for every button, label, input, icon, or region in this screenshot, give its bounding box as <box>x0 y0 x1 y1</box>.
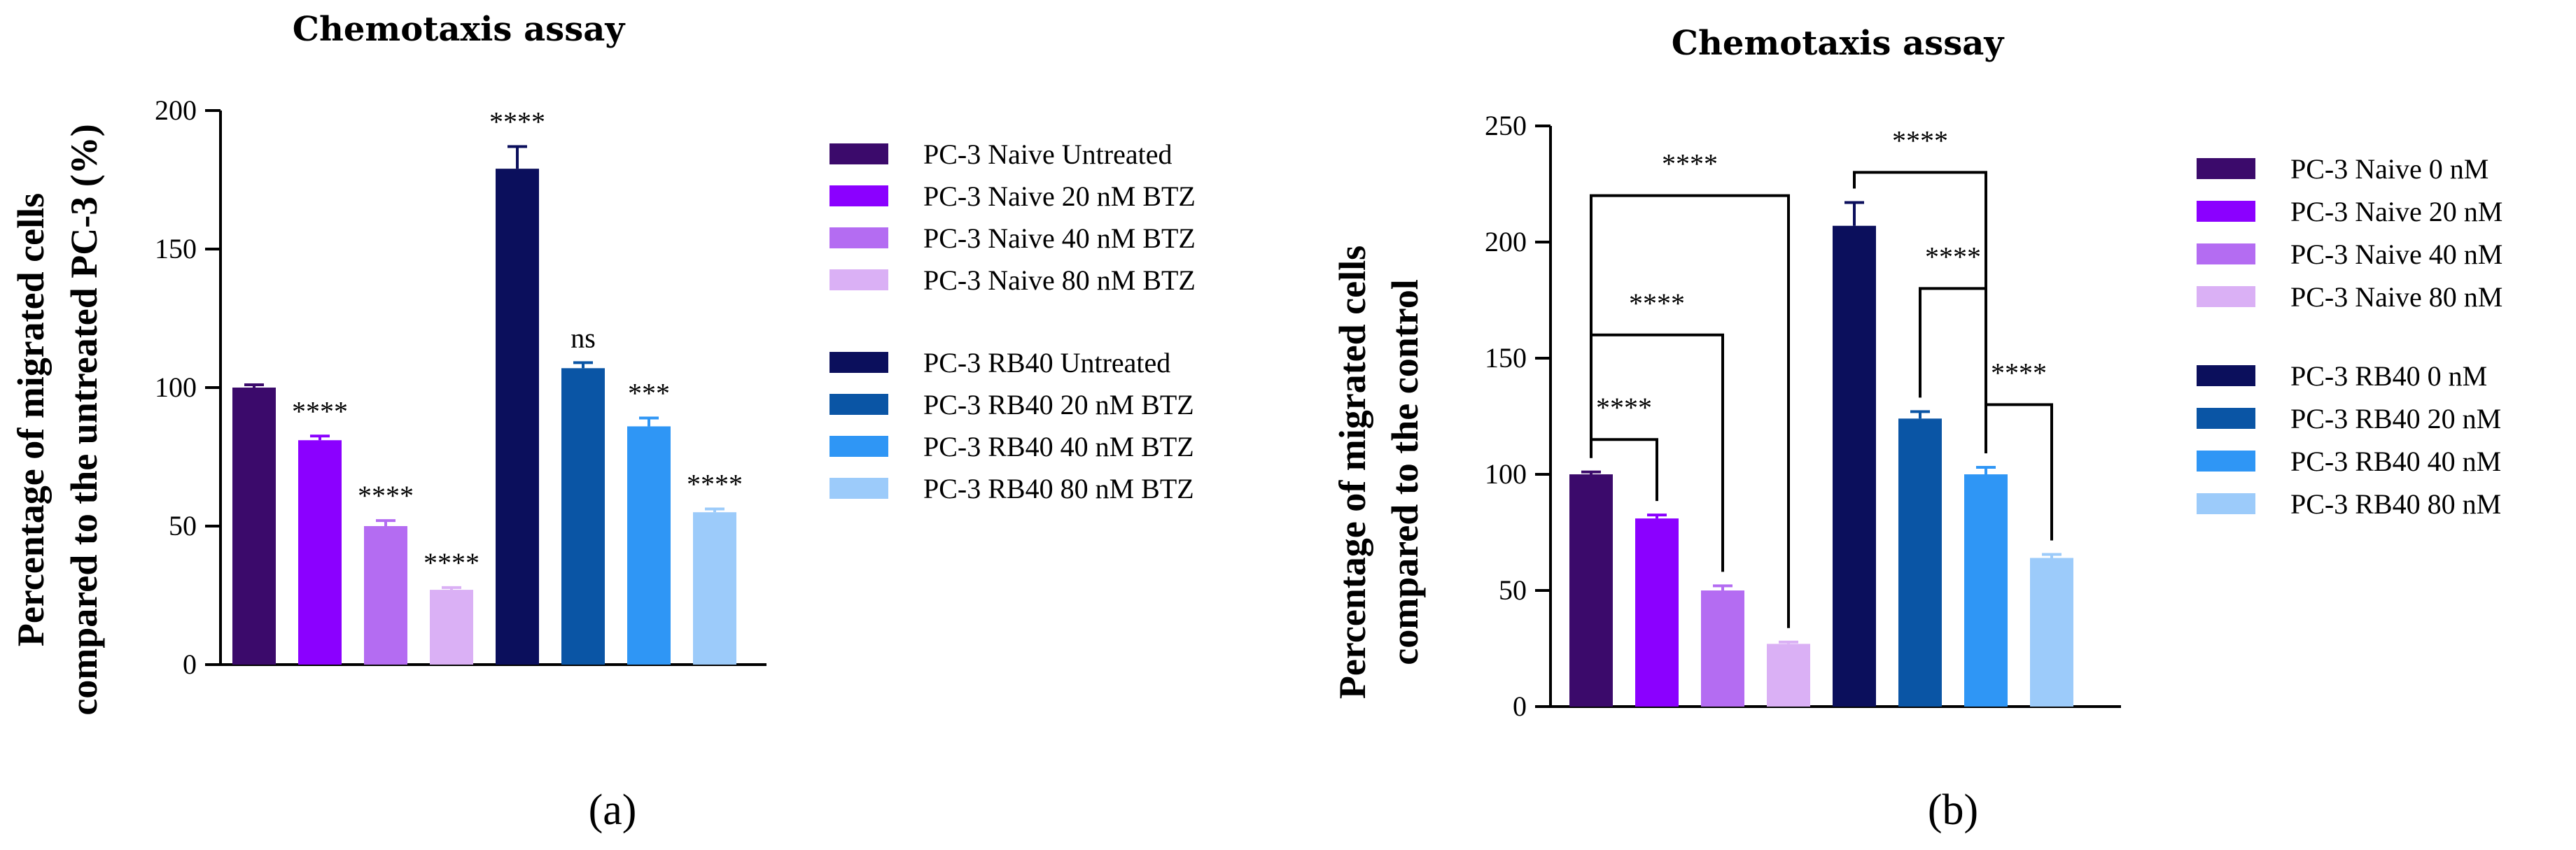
panel-a-significance-label: *** <box>628 378 670 409</box>
panel-a-legend-label: PC-3 RB40 80 nM BTZ <box>923 473 1194 504</box>
panel-a-legend-label: PC-3 Naive 20 nM BTZ <box>923 180 1196 212</box>
panel-a-title: Chemotaxis assay <box>293 10 626 49</box>
panel-a-bar <box>430 590 473 665</box>
panel-b-legend-swatch <box>2197 286 2255 307</box>
panel-b-bar <box>1569 474 1613 707</box>
panel-b-legend-label: PC-3 Naive 40 nM <box>2290 239 2502 270</box>
panel-b-legend-label: PC-3 Naive 0 nM <box>2290 153 2488 185</box>
panel-b-bar <box>1635 518 1679 707</box>
panel-b-ytick-label: 150 <box>1485 342 1527 374</box>
panel-b-legend-swatch <box>2197 451 2255 472</box>
panel-b-legend-label: PC-3 RB40 80 nM <box>2290 488 2501 520</box>
panel-b-bar <box>1701 590 1744 707</box>
panel-a-legend-label: PC-3 RB40 Untreated <box>923 347 1170 378</box>
panel-a-bar <box>561 368 605 665</box>
panel-a-significance-label: **** <box>489 106 545 137</box>
panel-b-legend-swatch <box>2197 201 2255 222</box>
panel-a-bar <box>496 169 539 665</box>
panel-b-ylabel-line1: Percentage of migrated cells <box>1331 246 1373 699</box>
panel-a-ytick-label: 100 <box>155 371 197 403</box>
panel-b-comparison-label: **** <box>1662 148 1718 180</box>
panel-b-legend-swatch <box>2197 243 2255 264</box>
panel-a-legend-label: PC-3 Naive 40 nM BTZ <box>923 222 1196 254</box>
panel-a-legend-swatch <box>830 478 888 499</box>
panel-a-legend-swatch <box>830 143 888 164</box>
panel-a-significance-label: **** <box>292 395 348 427</box>
panel-a-ylabel-line1: Percentage of migrated cells <box>10 193 52 646</box>
panel-b-comparison-bracket <box>1919 287 1987 454</box>
panel-b-legend-label: PC-3 RB40 40 nM <box>2290 446 2501 477</box>
panel-a-significance-label: **** <box>424 547 479 579</box>
panel-a-legend-swatch <box>830 269 888 290</box>
panel-b-ytick-label: 50 <box>1499 574 1527 606</box>
panel-a-legend-swatch <box>830 436 888 457</box>
panel-a-significance-label: **** <box>358 480 414 511</box>
panel-b-ylabel-line2: compared to the control <box>1384 279 1426 665</box>
panel-a-legend-swatch <box>830 394 888 415</box>
panel-a-bar <box>693 512 736 665</box>
panel-a-significance-label: **** <box>687 468 743 500</box>
panel-a-bar <box>364 526 407 665</box>
panel-b-ytick-label: 200 <box>1485 226 1527 257</box>
panel-a-bar <box>232 388 276 665</box>
panel-b-legend-label: PC-3 Naive 20 nM <box>2290 196 2502 227</box>
panel-a-legend-swatch <box>830 227 888 248</box>
panel-a-ytick-label: 150 <box>155 233 197 264</box>
panel-b-bar <box>2030 558 2073 707</box>
panel-b-bar <box>1898 418 1942 707</box>
panel-a-legend-label: PC-3 RB40 20 nM BTZ <box>923 389 1194 420</box>
panel-b-comparison-label: **** <box>1925 241 1981 272</box>
panel-a-legend-label: PC-3 RB40 40 nM BTZ <box>923 431 1194 462</box>
panel-a-ytick-label: 50 <box>169 510 197 541</box>
panel-b-comparison-label: **** <box>1596 392 1652 423</box>
panel-b-bar <box>1767 644 1810 707</box>
panel-a-legend-label: PC-3 Naive 80 nM BTZ <box>923 264 1196 296</box>
panel-b-title: Chemotaxis assay <box>1672 24 2005 63</box>
panel-a-ytick-label: 0 <box>183 649 197 680</box>
panel-a-legend-label: PC-3 Naive Untreated <box>923 139 1172 170</box>
panel-b-legend-swatch <box>2197 158 2255 179</box>
panel-b-legend-swatch <box>2197 408 2255 429</box>
panel-b-legend-swatch <box>2197 493 2255 514</box>
panel-b-bar <box>1964 474 2008 707</box>
panel-b-comparison-label: **** <box>1991 357 2047 388</box>
panel-a-bar <box>627 426 671 665</box>
panel-a-label: (a) <box>589 786 637 834</box>
panel-a-chart: Chemotaxis assay Percentage of migrated … <box>10 10 1196 834</box>
panel-a-bar <box>298 440 342 665</box>
panel-a-significance-label: ns <box>570 322 596 353</box>
panel-a-legend-swatch <box>830 185 888 206</box>
panel-b-chart: Chemotaxis assay Percentage of migrated … <box>1331 24 2502 834</box>
panel-b-ytick-label: 100 <box>1485 458 1527 490</box>
panel-a-ylabel-line2: compared to the untreated PC-3 (%) <box>63 124 105 715</box>
panel-b-comparison-bracket <box>1590 194 1790 628</box>
panel-b-label: (b) <box>1928 786 1978 834</box>
panel-b-comparison-bracket <box>1984 403 2053 541</box>
panel-b-comparison-label: **** <box>1629 288 1685 319</box>
panel-b-ytick-label: 250 <box>1485 110 1527 141</box>
panel-b-bar <box>1833 225 1876 707</box>
panel-b-legend-swatch <box>2197 365 2255 386</box>
panel-b-comparison-label: **** <box>1892 125 1948 156</box>
panel-b-legend-label: PC-3 RB40 0 nM <box>2290 360 2487 392</box>
panel-b-legend-label: PC-3 RB40 20 nM <box>2290 403 2501 434</box>
panel-b-ytick-label: 0 <box>1513 690 1527 722</box>
panel-a-ytick-label: 200 <box>155 94 197 126</box>
panel-a-legend-swatch <box>830 352 888 373</box>
panel-b-legend-label: PC-3 Naive 80 nM <box>2290 281 2502 313</box>
